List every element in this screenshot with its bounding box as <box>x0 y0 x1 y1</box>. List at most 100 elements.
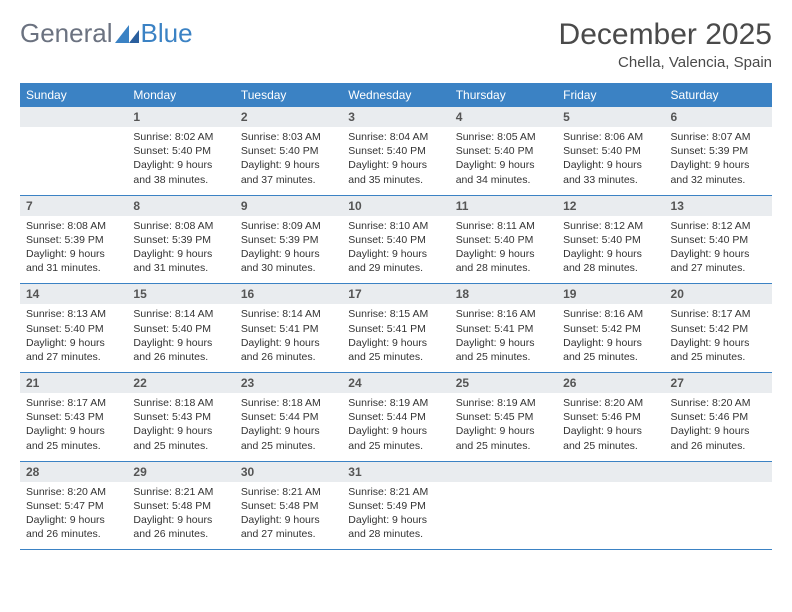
daylight-line: Daylight: 9 hours and 32 minutes. <box>671 158 766 186</box>
daylight-line: Daylight: 9 hours and 26 minutes. <box>133 336 228 364</box>
calendar-cell: 24Sunrise: 8:19 AMSunset: 5:44 PMDayligh… <box>342 373 449 462</box>
calendar-cell: 18Sunrise: 8:16 AMSunset: 5:41 PMDayligh… <box>450 284 557 373</box>
sunset-line: Sunset: 5:41 PM <box>348 322 443 336</box>
sunset-line: Sunset: 5:40 PM <box>26 322 121 336</box>
sunset-line: Sunset: 5:45 PM <box>456 410 551 424</box>
day-details: Sunrise: 8:17 AMSunset: 5:43 PMDaylight:… <box>20 393 127 461</box>
weekday-header: Tuesday <box>235 83 342 107</box>
daylight-line: Daylight: 9 hours and 25 minutes. <box>456 424 551 452</box>
daylight-line: Daylight: 9 hours and 25 minutes. <box>563 336 658 364</box>
sunrise-line: Sunrise: 8:20 AM <box>671 396 766 410</box>
sunrise-line: Sunrise: 8:14 AM <box>133 307 228 321</box>
sunrise-line: Sunrise: 8:02 AM <box>133 130 228 144</box>
day-details: Sunrise: 8:12 AMSunset: 5:40 PMDaylight:… <box>557 216 664 284</box>
calendar-cell <box>665 461 772 550</box>
calendar-cell: 27Sunrise: 8:20 AMSunset: 5:46 PMDayligh… <box>665 373 772 462</box>
daylight-line: Daylight: 9 hours and 26 minutes. <box>133 513 228 541</box>
logo-text-blue: Blue <box>141 18 193 49</box>
calendar-cell: 15Sunrise: 8:14 AMSunset: 5:40 PMDayligh… <box>127 284 234 373</box>
day-number: 29 <box>127 462 234 482</box>
daylight-line: Daylight: 9 hours and 25 minutes. <box>563 424 658 452</box>
day-number: 8 <box>127 196 234 216</box>
daylight-line: Daylight: 9 hours and 25 minutes. <box>133 424 228 452</box>
sunset-line: Sunset: 5:40 PM <box>241 144 336 158</box>
calendar-cell: 7Sunrise: 8:08 AMSunset: 5:39 PMDaylight… <box>20 195 127 284</box>
day-details: Sunrise: 8:13 AMSunset: 5:40 PMDaylight:… <box>20 304 127 372</box>
sunrise-line: Sunrise: 8:08 AM <box>133 219 228 233</box>
weekday-header: Sunday <box>20 83 127 107</box>
sunset-line: Sunset: 5:40 PM <box>456 233 551 247</box>
day-details: Sunrise: 8:08 AMSunset: 5:39 PMDaylight:… <box>20 216 127 284</box>
sunset-line: Sunset: 5:44 PM <box>348 410 443 424</box>
daylight-line: Daylight: 9 hours and 25 minutes. <box>671 336 766 364</box>
day-details: Sunrise: 8:20 AMSunset: 5:46 PMDaylight:… <box>557 393 664 461</box>
sunrise-line: Sunrise: 8:21 AM <box>348 485 443 499</box>
calendar-week-row: 14Sunrise: 8:13 AMSunset: 5:40 PMDayligh… <box>20 284 772 373</box>
day-number: 9 <box>235 196 342 216</box>
calendar-cell: 17Sunrise: 8:15 AMSunset: 5:41 PMDayligh… <box>342 284 449 373</box>
calendar-body: 1Sunrise: 8:02 AMSunset: 5:40 PMDaylight… <box>20 107 772 550</box>
day-details: Sunrise: 8:19 AMSunset: 5:45 PMDaylight:… <box>450 393 557 461</box>
day-details: Sunrise: 8:10 AMSunset: 5:40 PMDaylight:… <box>342 216 449 284</box>
sunrise-line: Sunrise: 8:17 AM <box>671 307 766 321</box>
day-number: 5 <box>557 107 664 127</box>
daylight-line: Daylight: 9 hours and 28 minutes. <box>348 513 443 541</box>
sunrise-line: Sunrise: 8:07 AM <box>671 130 766 144</box>
day-details: Sunrise: 8:16 AMSunset: 5:42 PMDaylight:… <box>557 304 664 372</box>
calendar-week-row: 28Sunrise: 8:20 AMSunset: 5:47 PMDayligh… <box>20 461 772 550</box>
sunrise-line: Sunrise: 8:05 AM <box>456 130 551 144</box>
sunrise-line: Sunrise: 8:12 AM <box>563 219 658 233</box>
daylight-line: Daylight: 9 hours and 29 minutes. <box>348 247 443 275</box>
sunset-line: Sunset: 5:40 PM <box>456 144 551 158</box>
sunrise-line: Sunrise: 8:03 AM <box>241 130 336 144</box>
sunset-line: Sunset: 5:47 PM <box>26 499 121 513</box>
weekday-header: Friday <box>557 83 664 107</box>
location-text: Chella, Valencia, Spain <box>559 54 772 71</box>
sunset-line: Sunset: 5:48 PM <box>241 499 336 513</box>
day-number: 26 <box>557 373 664 393</box>
weekday-header: Thursday <box>450 83 557 107</box>
calendar-week-row: 1Sunrise: 8:02 AMSunset: 5:40 PMDaylight… <box>20 107 772 195</box>
calendar-cell: 26Sunrise: 8:20 AMSunset: 5:46 PMDayligh… <box>557 373 664 462</box>
sunset-line: Sunset: 5:39 PM <box>241 233 336 247</box>
day-number: 31 <box>342 462 449 482</box>
daylight-line: Daylight: 9 hours and 31 minutes. <box>133 247 228 275</box>
calendar-cell <box>450 461 557 550</box>
calendar-cell: 12Sunrise: 8:12 AMSunset: 5:40 PMDayligh… <box>557 195 664 284</box>
day-details-empty <box>557 482 664 540</box>
calendar-cell: 1Sunrise: 8:02 AMSunset: 5:40 PMDaylight… <box>127 107 234 195</box>
calendar-cell: 10Sunrise: 8:10 AMSunset: 5:40 PMDayligh… <box>342 195 449 284</box>
daylight-line: Daylight: 9 hours and 28 minutes. <box>456 247 551 275</box>
weekday-header: Monday <box>127 83 234 107</box>
day-details: Sunrise: 8:07 AMSunset: 5:39 PMDaylight:… <box>665 127 772 195</box>
day-number: 24 <box>342 373 449 393</box>
page-header: General Blue December 2025 Chella, Valen… <box>20 18 772 71</box>
day-number: 25 <box>450 373 557 393</box>
sunrise-line: Sunrise: 8:08 AM <box>26 219 121 233</box>
sunrise-line: Sunrise: 8:20 AM <box>563 396 658 410</box>
logo-triangle-icon <box>115 25 139 43</box>
day-details: Sunrise: 8:18 AMSunset: 5:43 PMDaylight:… <box>127 393 234 461</box>
sunset-line: Sunset: 5:40 PM <box>671 233 766 247</box>
title-block: December 2025 Chella, Valencia, Spain <box>559 18 772 71</box>
day-number: 2 <box>235 107 342 127</box>
calendar-cell: 19Sunrise: 8:16 AMSunset: 5:42 PMDayligh… <box>557 284 664 373</box>
sunrise-line: Sunrise: 8:10 AM <box>348 219 443 233</box>
day-details: Sunrise: 8:09 AMSunset: 5:39 PMDaylight:… <box>235 216 342 284</box>
day-details: Sunrise: 8:04 AMSunset: 5:40 PMDaylight:… <box>342 127 449 195</box>
daylight-line: Daylight: 9 hours and 25 minutes. <box>456 336 551 364</box>
sunset-line: Sunset: 5:42 PM <box>671 322 766 336</box>
day-number: 17 <box>342 284 449 304</box>
day-number: 18 <box>450 284 557 304</box>
calendar-cell: 5Sunrise: 8:06 AMSunset: 5:40 PMDaylight… <box>557 107 664 195</box>
day-details-empty <box>450 482 557 540</box>
sunset-line: Sunset: 5:40 PM <box>133 144 228 158</box>
day-details-empty <box>20 127 127 185</box>
day-number: 13 <box>665 196 772 216</box>
calendar-cell: 4Sunrise: 8:05 AMSunset: 5:40 PMDaylight… <box>450 107 557 195</box>
daylight-line: Daylight: 9 hours and 30 minutes. <box>241 247 336 275</box>
day-details: Sunrise: 8:08 AMSunset: 5:39 PMDaylight:… <box>127 216 234 284</box>
sunset-line: Sunset: 5:46 PM <box>671 410 766 424</box>
day-number-empty <box>557 462 664 482</box>
day-number: 4 <box>450 107 557 127</box>
